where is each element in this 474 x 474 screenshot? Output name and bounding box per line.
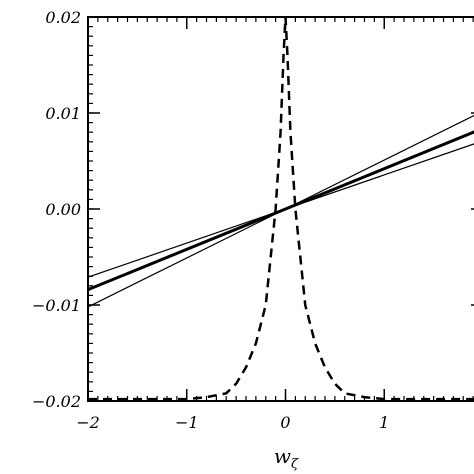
x-tick-label: 1 — [379, 413, 389, 432]
series-line-1 — [88, 130, 474, 292]
series-line-3 — [88, 143, 474, 278]
plot-frame — [87, 16, 474, 402]
x-tick-label: 0 — [280, 413, 290, 432]
x-tick-label: −2 — [76, 413, 100, 432]
y-tick-label: 0.01 — [45, 104, 81, 123]
y-tick-label: −0.02 — [32, 392, 81, 411]
y-tick-label: 0.00 — [45, 200, 81, 219]
series-line-4 — [88, 17, 474, 401]
y-tick-label: −0.01 — [32, 296, 81, 315]
y-tick-label: 0.02 — [45, 8, 81, 27]
series-line-2 — [88, 114, 474, 308]
minor-ticks — [87, 16, 474, 402]
tick-layer: −2 −1 0 1 0.02 0.01 0.00 −0.01 −0.02 — [32, 8, 474, 432]
x-tick-label: −1 — [175, 413, 199, 432]
series-layer — [88, 17, 474, 401]
x-axis-label: wζ — [274, 444, 299, 472]
